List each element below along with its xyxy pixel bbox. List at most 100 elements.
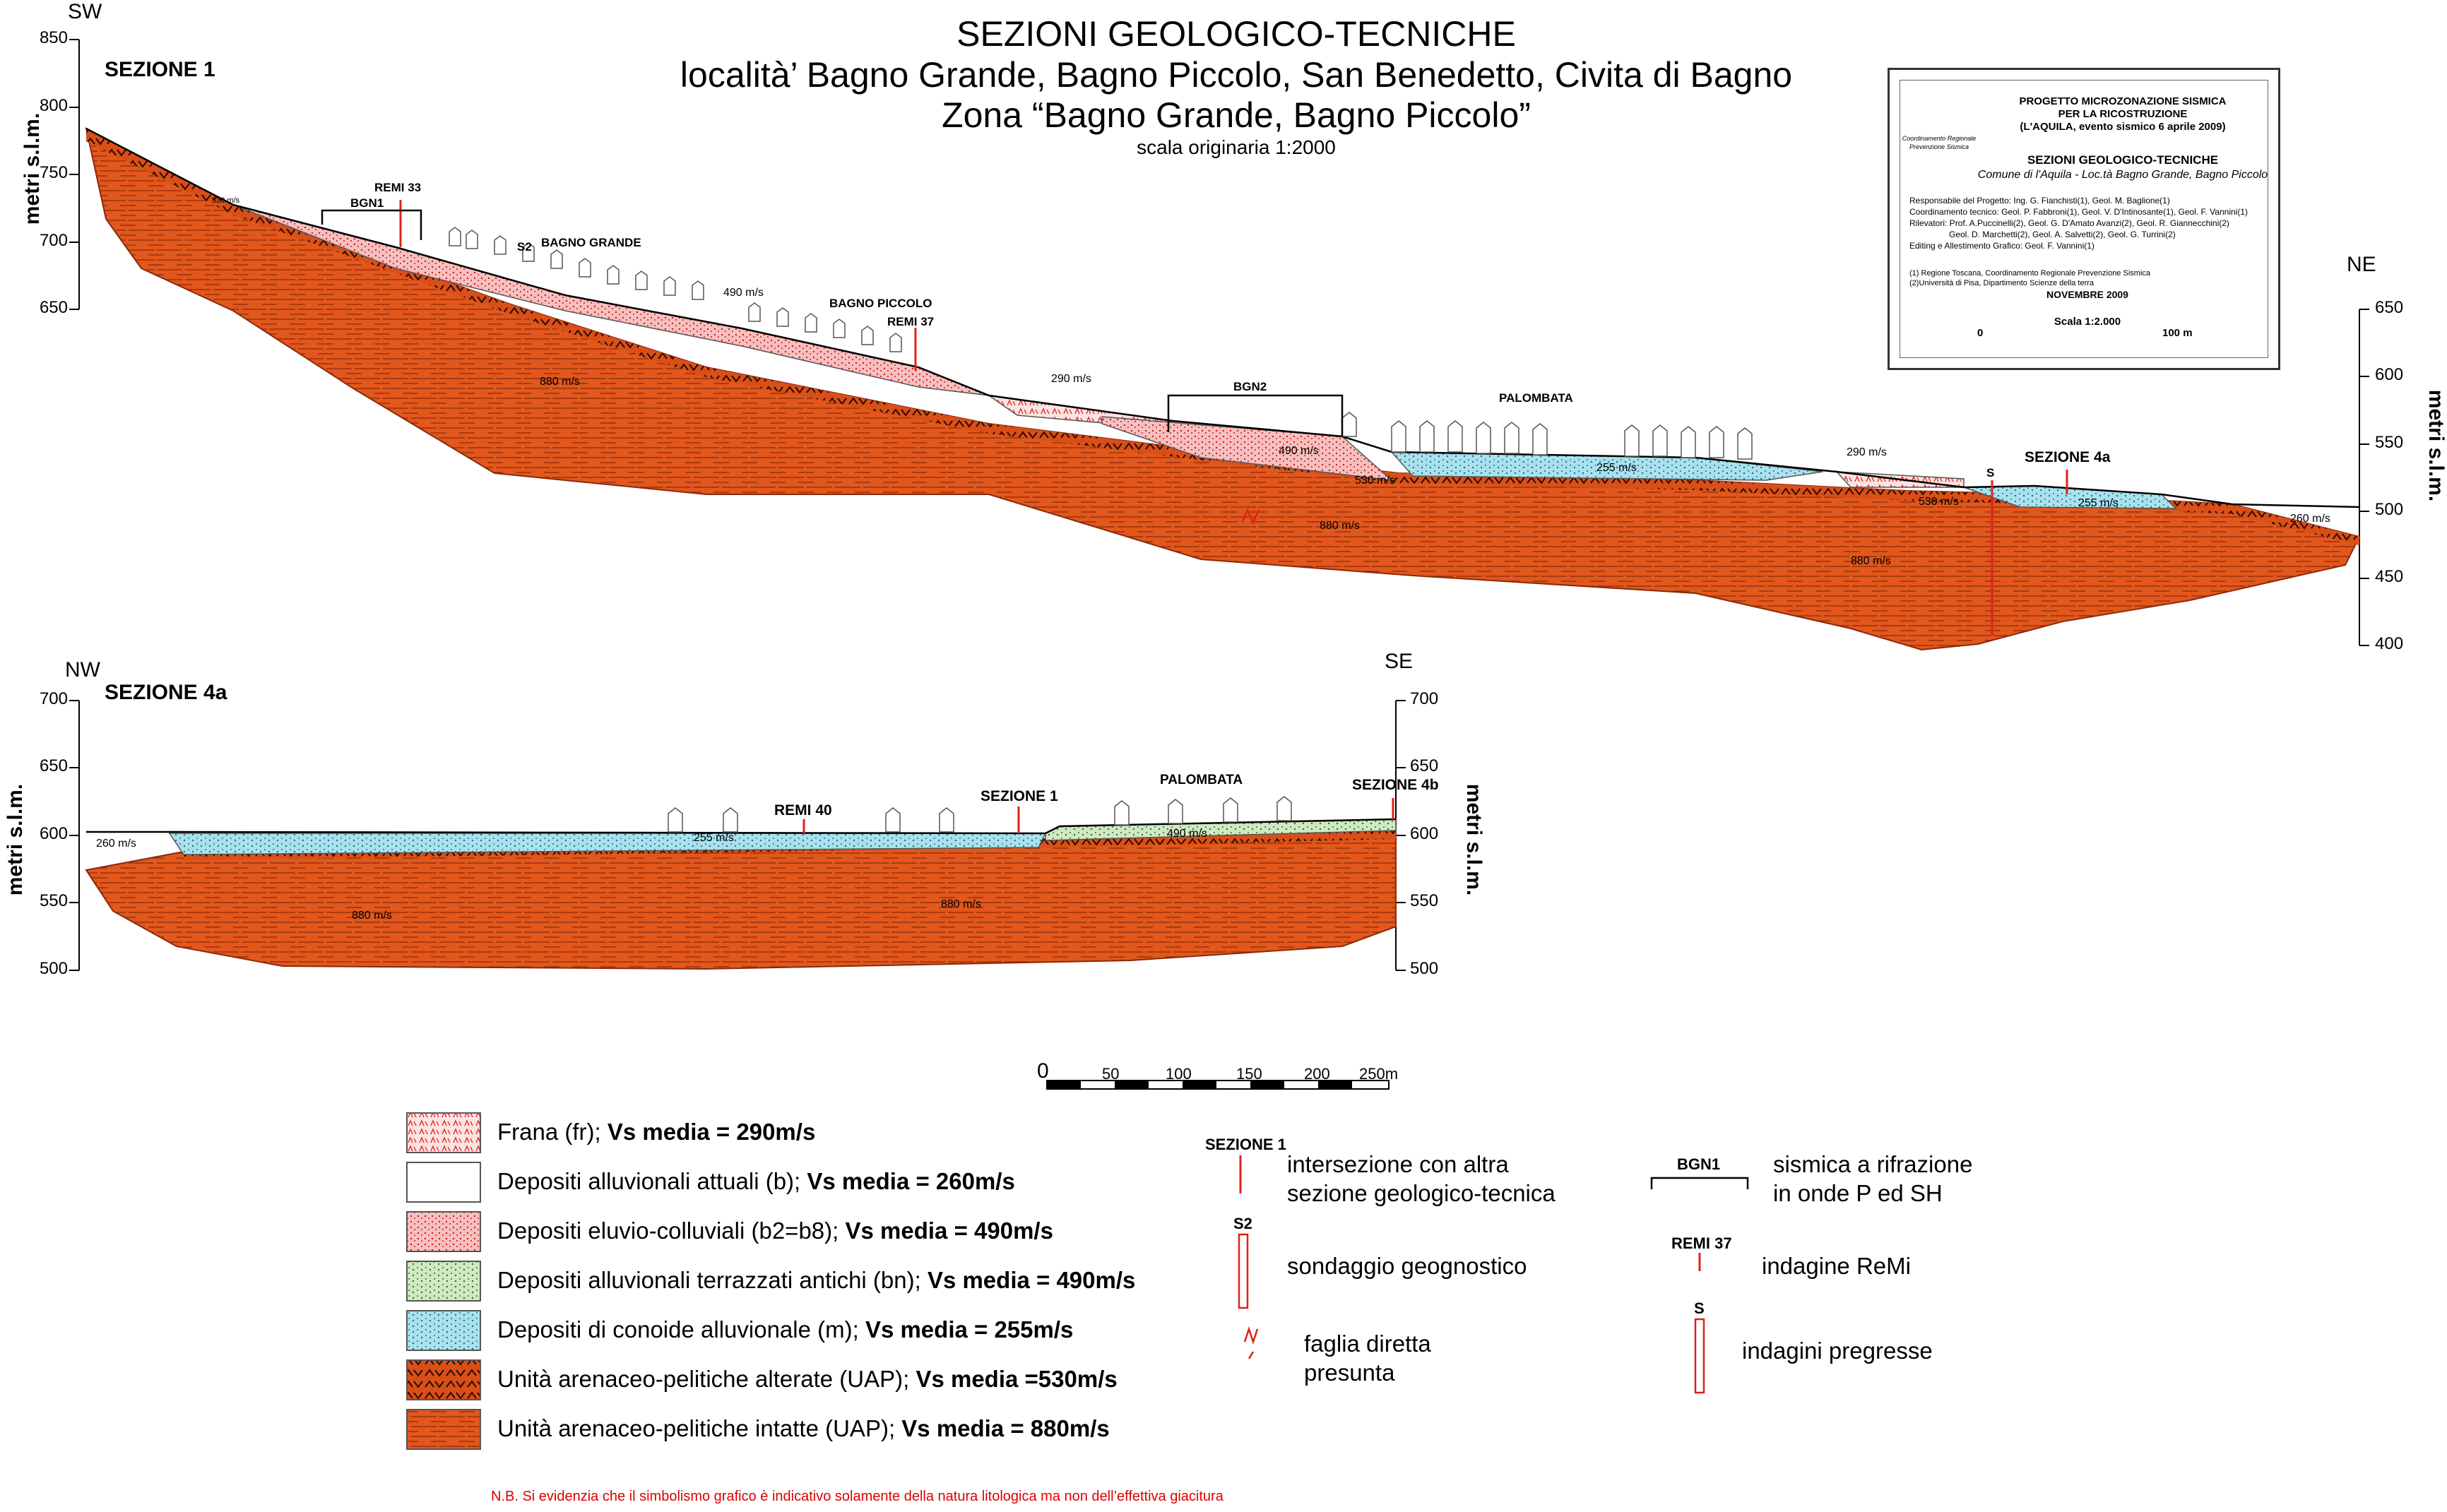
section1-label: SEZIONE 1: [105, 58, 215, 81]
label-v880a: 880 m/s: [540, 376, 580, 388]
title-line-2: località’ Bagno Grande, Bagno Piccolo, S…: [680, 54, 1793, 95]
infobox-coord-2: Prevenzione Sismica: [1909, 143, 1969, 150]
section4a-yaxis-label-left: metri s.l.m.: [4, 783, 27, 896]
symkey-bgn-text-1: sismica a rifrazione: [1773, 1151, 1973, 1177]
section1-buildings-palombata: [1341, 412, 1753, 460]
main-title-block: SEZIONI GEOLOGICO-TECNICHE località’ Bag…: [636, 14, 1837, 159]
infobox-scale: Scala 1:2.000: [2054, 316, 2121, 328]
symkey-s2-text: sondaggio geognostico: [1287, 1253, 1527, 1279]
symkey-faglia-text: faglia diretta presunta: [1304, 1329, 1431, 1388]
symkey-sezione-text-2: sezione geologico-tecnica: [1287, 1180, 1556, 1207]
section4a-left-tick-600: 600: [39, 824, 68, 843]
infobox-logo-regione: REGIONE TOSCANA: [1919, 121, 1961, 125]
label-v490b: 490 m/s: [1279, 445, 1319, 457]
symkey-s-label: S: [1694, 1299, 1705, 1317]
infobox-sections-title: SEZIONI GEOLOGICO-TECNICHE: [2027, 153, 2219, 167]
section4a-left-tick-700: 700: [39, 689, 68, 708]
symkey-sezione-text-1: intersezione con altra: [1287, 1151, 1509, 1177]
label-remi33: REMI 33: [374, 181, 422, 194]
scale-tick-150: 150: [1236, 1065, 1262, 1083]
section1-left-axis: [69, 39, 80, 310]
symkey-faglia-text-2: presunta: [1304, 1359, 1395, 1386]
infobox-foot-2: (2)Università di Pisa, Dipartimento Scie…: [1909, 279, 2095, 287]
label-v880b: 880 m/s: [1320, 520, 1360, 532]
section4a-dir-right: SE: [1385, 650, 1414, 673]
section4a-right-tick-700: 700: [1410, 689, 1439, 708]
scale-tick-50: 50: [1102, 1065, 1120, 1083]
section4a-right-axis: [1395, 700, 1406, 971]
infobox-foot-1: (1) Regione Toscana, Coordinamento Regio…: [1909, 269, 2150, 278]
label-sezione4a: SEZIONE 4a: [2025, 449, 2111, 465]
legend-vs: Vs media = 255m/s: [865, 1316, 1074, 1343]
legend-vs: Vs media = 260m/s: [807, 1168, 1015, 1194]
legend-item-frana: Frana (fr); Vs media = 290m/s: [497, 1119, 815, 1145]
label-v530a: 530 m/s: [1355, 475, 1395, 487]
legend-name: Frana (fr);: [497, 1119, 608, 1145]
infobox-editing: Editing e Allestimento Grafico: Geol. F.…: [1909, 241, 2095, 251]
section1-left-tick-800: 800: [39, 96, 68, 115]
label-s: S: [1986, 466, 1995, 480]
infobox-responsabile: Responsabile del Progetto: Ing. G. Fianc…: [1909, 196, 2170, 206]
section1-right-tick-550: 550: [2375, 433, 2404, 452]
section1-right-tick-500: 500: [2375, 500, 2404, 519]
infobox-comune: Comune di l'Aquila - Loc.tà Bagno Grande…: [1977, 169, 2268, 181]
legend-vs: Vs media = 880m/s: [901, 1415, 1110, 1441]
infobox-project-2: PER LA RICOSTRUZIONE: [2058, 108, 2188, 120]
symkey-faglia-text-1: faglia diretta: [1304, 1331, 1431, 1357]
section1-markers: [399, 200, 2068, 636]
infobox-coord-tecnico: Coordinamento tecnico: Geol. P. Fabbroni…: [1909, 207, 2248, 217]
label-v880c: 880 m/s: [1851, 555, 1891, 567]
label-v260: 260 m/s: [2290, 513, 2330, 525]
legend-vs: Vs media = 490m/s: [927, 1267, 1136, 1293]
legend-item-alluvionali: Depositi alluvionali attuali (b); Vs med…: [497, 1168, 1015, 1195]
infobox-project-3: (L'AQUILA, evento sismico 6 aprile 2009): [2020, 121, 2226, 133]
infobox-rilevatori-1: Rilevatori: Prof. A.Puccinelli(2), Geol.…: [1909, 218, 2229, 228]
legend-vs: Vs media = 490m/s: [845, 1218, 1053, 1244]
symkey-bgn-text: sismica a rifrazione in onde P ed SH: [1773, 1150, 1972, 1208]
legend-vs: Vs media = 290m/s: [607, 1119, 816, 1145]
section1-yaxis-label-right: metri s.l.m.: [2424, 389, 2447, 502]
section4a-left-tick-650: 650: [39, 756, 68, 775]
label4a-v255: 255 m/s: [694, 832, 734, 844]
scale-tick-100: 100: [1166, 1065, 1192, 1083]
infobox-scale-0: 0: [1977, 327, 1984, 339]
section1-right-tick-600: 600: [2375, 365, 2404, 384]
section1-left-tick-700: 700: [39, 231, 68, 250]
label4a-sezione1: SEZIONE 1: [980, 788, 1058, 804]
scale-tick-200: 200: [1304, 1065, 1330, 1083]
symkey-remi-label: REMI 37: [1671, 1234, 1732, 1252]
label4a-remi40: REMI 40: [774, 802, 832, 818]
label4a-v490: 490 m/s: [1167, 828, 1207, 840]
label4a-sezione4b: SEZIONE 4b: [1352, 777, 1439, 793]
section4a-right-tick-500: 500: [1410, 959, 1439, 978]
label-v530b: 530 m/s: [1919, 496, 1959, 508]
legend-item-uap-intact: Unità arenaceo-pelitiche intatte (UAP); …: [497, 1415, 1110, 1442]
section4a-left-tick-550: 550: [39, 891, 68, 910]
section-1: [69, 39, 2369, 651]
section4a-left-axis: [69, 700, 80, 971]
section4a-right-tick-600: 600: [1410, 824, 1439, 843]
section4a-markers: [802, 798, 1394, 833]
label-v255b: 255 m/s: [2078, 497, 2119, 509]
label-bagno-piccolo: BAGNO PICCOLO: [829, 297, 932, 310]
symkey-sezione-label: SEZIONE 1: [1205, 1136, 1286, 1153]
section4a-left-tick-500: 500: [39, 959, 68, 978]
symkey-s2-label: S2: [1233, 1215, 1252, 1232]
label-bagno-grande: BAGNO GRANDE: [541, 236, 641, 249]
legend-swatches: [406, 1112, 481, 1450]
symkey-sezione-text: intersezione con altra sezione geologico-…: [1287, 1150, 1556, 1208]
label4a-v880b: 880 m/s: [941, 898, 981, 910]
infobox-coord-1: Coordinamento Regionale: [1902, 135, 1977, 142]
section1-left-tick-650: 650: [39, 298, 68, 317]
label-bgn1: BGN1: [350, 196, 384, 210]
section1-right-axis: [2359, 309, 2369, 646]
section4a-label: SEZIONE 4a: [105, 681, 227, 704]
label-v490a: 490 m/s: [723, 287, 764, 299]
scale-bar: [1046, 1080, 1390, 1090]
legend-item-conoide: Depositi di conoide alluvionale (m); Vs …: [497, 1316, 1073, 1343]
scale-tick-0: 0: [1037, 1059, 1049, 1083]
label-v290a: 290 m/s: [1051, 373, 1091, 385]
section4a-buildings: [668, 796, 1292, 833]
